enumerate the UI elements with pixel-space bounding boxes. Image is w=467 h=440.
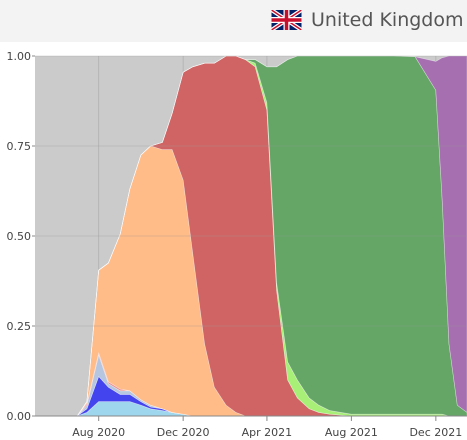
country-name: United Kingdom — [311, 9, 464, 31]
header-bar: United Kingdom — [0, 0, 467, 42]
series-area-8 — [35, 55, 467, 417]
y-tick-label: 0.75 — [7, 140, 32, 153]
x-tick-label: Aug 2020 — [72, 426, 125, 439]
y-tick-label: 1.00 — [7, 50, 32, 63]
x-tick-label: Aug 2021 — [325, 426, 378, 439]
x-tick-label: Dec 2020 — [157, 426, 210, 439]
y-tick-label: 0.25 — [7, 320, 32, 333]
x-tick-label: Apr 2021 — [242, 426, 293, 439]
country-title: United Kingdom — [271, 6, 464, 34]
uk-flag-icon — [271, 10, 302, 30]
x-axis-ticks: Aug 2020 Dec 2020 Apr 2021 Aug 2021 Dec 2021 — [72, 416, 462, 439]
variant-share-chart: Aug 2020 Dec 2020 Apr 2021 Aug 2021 Dec 2021… — [7, 50, 467, 439]
y-tick-label: 0.50 — [7, 230, 32, 243]
y-axis-ticks: 0.00 0.25 0.50 0.75 1.00 — [7, 50, 35, 423]
x-tick-label: Dec 2021 — [409, 426, 462, 439]
y-tick-label: 0.00 — [7, 410, 32, 423]
